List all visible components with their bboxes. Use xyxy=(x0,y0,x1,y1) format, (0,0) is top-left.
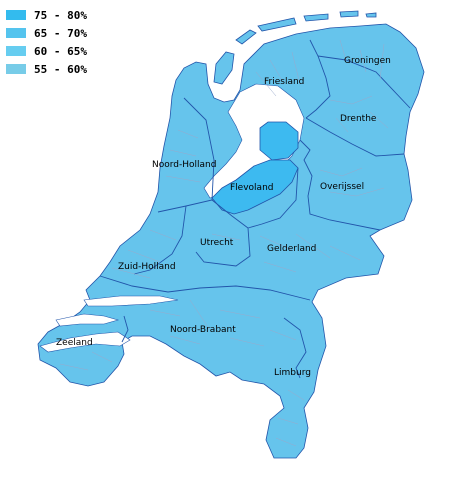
province-label-limburg: Limburg xyxy=(274,368,311,378)
province-label-friesland: Friesland xyxy=(264,77,304,87)
island-schiermonnikoog xyxy=(339,10,359,18)
island-texel xyxy=(213,51,235,85)
legend-swatch xyxy=(6,46,26,56)
island-vlieland xyxy=(235,29,257,45)
island-ameland xyxy=(303,13,329,22)
legend-item: 55 - 60% xyxy=(6,60,87,78)
province-label-overijssel: Overijssel xyxy=(320,182,364,192)
legend-item: 65 - 70% xyxy=(6,24,87,42)
western-scheldt-water xyxy=(39,331,131,353)
province-label-flevoland: Flevoland xyxy=(230,183,273,193)
province-label-noord-brabant: Noord-Brabant xyxy=(170,325,236,335)
flevoland-polder-north xyxy=(259,121,299,161)
province-label-noord-holland: Noord-Holland xyxy=(152,160,216,170)
eastern-scheldt-water xyxy=(55,313,120,327)
haringvliet-water xyxy=(83,295,179,307)
legend-label: 75 - 80% xyxy=(34,8,87,22)
province-label-drenthe: Drenthe xyxy=(340,114,377,124)
legend-item: 75 - 80% xyxy=(6,6,87,24)
municipal-borders xyxy=(59,39,389,447)
province-label-zeeland: Zeeland xyxy=(56,338,93,348)
legend-label: 60 - 65% xyxy=(34,44,87,58)
legend-swatch xyxy=(6,10,26,20)
province-label-gelderland: Gelderland xyxy=(267,244,316,254)
province-borders xyxy=(99,39,411,379)
legend-item: 60 - 65% xyxy=(6,42,87,60)
island-rottumeroog xyxy=(365,12,377,18)
province-label-zuid-holland: Zuid-Holland xyxy=(118,262,176,272)
province-label-groningen: Groningen xyxy=(344,56,391,66)
legend-label: 65 - 70% xyxy=(34,26,87,40)
island-terschelling xyxy=(257,17,297,32)
legend-label: 55 - 60% xyxy=(34,62,87,76)
flevoland-polder-south xyxy=(211,159,299,215)
legend-swatch xyxy=(6,64,26,74)
map-legend: 75 - 80% 65 - 70% 60 - 65% 55 - 60% xyxy=(6,6,87,78)
legend-swatch xyxy=(6,28,26,38)
province-label-utrecht: Utrecht xyxy=(200,238,234,248)
